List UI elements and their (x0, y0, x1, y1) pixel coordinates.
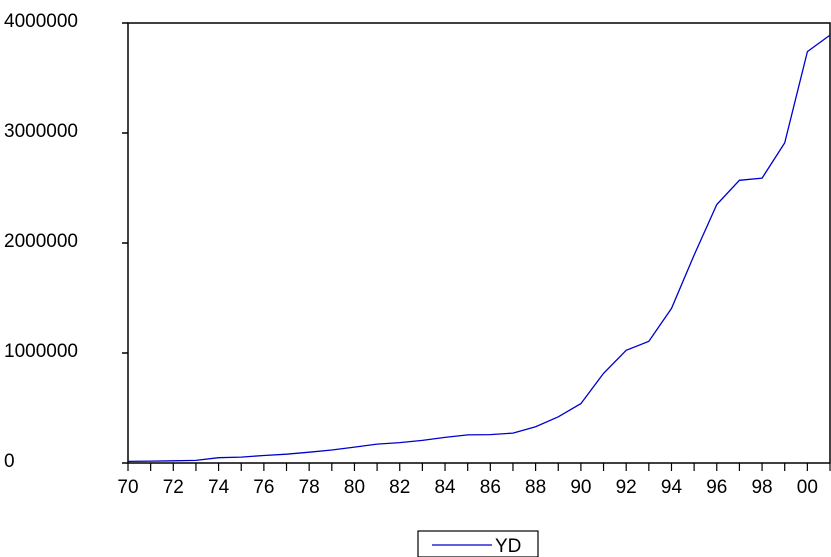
y-tick-label: 1000000 (4, 341, 78, 362)
plot-frame (127, 22, 831, 464)
y-tick-label: 2000000 (4, 231, 78, 252)
series-lines (128, 34, 831, 463)
x-tick-label: 98 (751, 477, 772, 498)
x-tick-label: 84 (434, 477, 456, 498)
x-tick-label: 82 (389, 477, 410, 498)
x-tick-label: 90 (570, 477, 591, 498)
legend: YD (417, 530, 539, 557)
legend-box (417, 530, 539, 557)
x-tick-label: 72 (163, 477, 184, 498)
axes (127, 22, 831, 464)
x-tick-label: 70 (117, 477, 138, 498)
series-line-yd (128, 34, 831, 463)
x-axis-ticks: 70 72 74 76 78 80 82 84 86 88 90 92 94 96 98 00 (117, 463, 831, 498)
x-tick-label: 78 (299, 477, 320, 498)
y-axis-ticks: 0 1000000 2000000 3000000 4000000 (4, 11, 128, 472)
y-tick-label: 4000000 (4, 11, 78, 32)
y-tick-label: 0 (4, 451, 15, 472)
legend-label: YD (495, 536, 521, 557)
x-tick-label: 80 (344, 477, 365, 498)
x-tick-label: 96 (706, 477, 727, 498)
x-tick-label: 74 (208, 477, 230, 498)
x-tick-label: 92 (616, 477, 637, 498)
x-tick-label: 94 (661, 477, 683, 498)
x-tick-label: 88 (525, 477, 546, 498)
x-tick-label: 86 (480, 477, 501, 498)
x-tick-label: 00 (797, 477, 818, 498)
x-tick-label: 76 (253, 477, 274, 498)
y-tick-label: 3000000 (4, 121, 78, 142)
